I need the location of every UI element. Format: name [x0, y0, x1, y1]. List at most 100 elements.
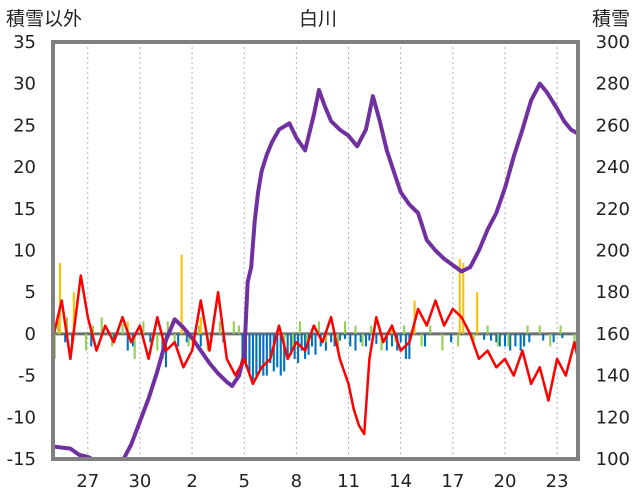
precipitation-bar [112, 333, 115, 343]
precipitation-bar [241, 333, 244, 359]
wind-bar [218, 321, 221, 334]
precipitation-bar [272, 333, 275, 372]
precipitation-bar [258, 333, 261, 372]
wind-bar [593, 334, 595, 342]
wind-bar [354, 325, 357, 334]
precipitation-bar [561, 333, 564, 339]
precipitation-bar [314, 333, 317, 355]
precipitation-bar [450, 333, 453, 343]
precipitation-bar [542, 333, 545, 341]
left-axis-label: 積雪以外 [6, 8, 82, 30]
sunshine-bar [390, 325, 394, 334]
plot-frame [51, 40, 580, 461]
wind-bar [283, 333, 286, 347]
precipitation-bar [265, 333, 268, 376]
precipitation-bar [519, 333, 522, 351]
wind-bar [380, 333, 383, 351]
precipitation-bar [300, 333, 303, 351]
precipitation-bar [177, 333, 180, 347]
right-tick-label: 160 [596, 324, 630, 345]
precipitation-bar [503, 333, 507, 347]
left-tick-label: 35 [13, 32, 36, 53]
precipitation-bar [399, 333, 402, 343]
wind-bar [573, 333, 576, 343]
precipitation-bar [354, 333, 357, 351]
precipitation-bar [498, 333, 501, 347]
right-tick-label: 120 [596, 407, 630, 428]
wind-bar [298, 321, 301, 334]
precipitation-bar [483, 333, 486, 340]
snow-depth-line [53, 81, 578, 459]
x-tick-label: 23 [546, 471, 569, 492]
precipitation-bar [385, 333, 388, 351]
wind-bar [173, 333, 176, 343]
sunshine-bar [72, 292, 75, 334]
wind-bar [526, 325, 529, 334]
precipitation-bar [297, 333, 300, 364]
sunshine-bar [58, 263, 61, 334]
x-tick-label: 20 [494, 471, 517, 492]
precipitation-bar [251, 333, 254, 380]
wind-bar [538, 325, 541, 334]
wind-bar [197, 325, 201, 334]
x-tick-label: 5 [238, 471, 249, 492]
wind-bar [57, 321, 60, 334]
wind-bar [472, 333, 475, 343]
precipitation-bar [185, 333, 188, 343]
left-tick-label: 10 [13, 241, 36, 262]
chart-title: 白川 [299, 8, 337, 30]
precipitation-bar [248, 333, 251, 376]
precipitation-bar [552, 333, 555, 343]
right-tick-labels: 300 280 260 240 220 200 180 160 140 120 100 [596, 32, 630, 470]
x-tick-labels: 27 30 2 5 8 11 14 17 20 23 [76, 471, 568, 492]
x-tick-label: 11 [337, 471, 360, 492]
left-tick-label: -5 [18, 366, 36, 387]
wind-bar [429, 325, 432, 334]
wind-bar [91, 325, 95, 334]
precipitation-bar [495, 333, 498, 343]
wind-bar [337, 333, 340, 351]
precipitation-bar [276, 333, 279, 368]
x-tick-label: 14 [389, 471, 412, 492]
wind-bar [232, 321, 235, 334]
precipitation-bar [90, 333, 93, 347]
precipitation-bar [338, 333, 341, 341]
precipitation-bar [523, 333, 526, 347]
precipitation-bar [126, 333, 129, 351]
sunshine-bar [462, 263, 465, 334]
precipitation-bar [364, 333, 367, 347]
sunshine-bar [126, 321, 129, 334]
left-tick-label: 5 [25, 282, 36, 303]
left-tick-label: -10 [7, 407, 36, 428]
precipitation-bar [368, 333, 371, 341]
precipitation-bar [290, 333, 293, 355]
left-tick-label: 0 [25, 324, 36, 345]
sunshine-bar [458, 258, 461, 334]
wind-bar [403, 325, 406, 334]
sunshine-bar [180, 254, 183, 334]
wind-bar [420, 333, 423, 347]
wind-bar [486, 325, 489, 334]
right-tick-label: 200 [596, 241, 630, 262]
precipitation-bar [375, 333, 378, 344]
sunshine-bar [199, 317, 202, 334]
wind-bar [324, 333, 327, 343]
x-tick-label: 30 [128, 471, 151, 492]
precipitation-bar [286, 333, 289, 359]
wind-bar [166, 321, 169, 334]
precipitation-bar [199, 333, 202, 347]
wind-bar [441, 333, 444, 351]
wind-bar [549, 333, 552, 347]
wind-bar [633, 326, 635, 334]
right-tick-label: 280 [596, 74, 630, 95]
precipitation-bar [149, 333, 152, 343]
wind-bar [344, 321, 347, 334]
right-tick-label: 140 [596, 366, 630, 387]
left-tick-label: 30 [13, 74, 36, 95]
wind-bar [100, 317, 103, 334]
wind-bar [187, 333, 190, 347]
wind-bar [291, 333, 294, 351]
left-tick-label: -15 [7, 449, 36, 470]
precipitation-bar [591, 334, 593, 338]
